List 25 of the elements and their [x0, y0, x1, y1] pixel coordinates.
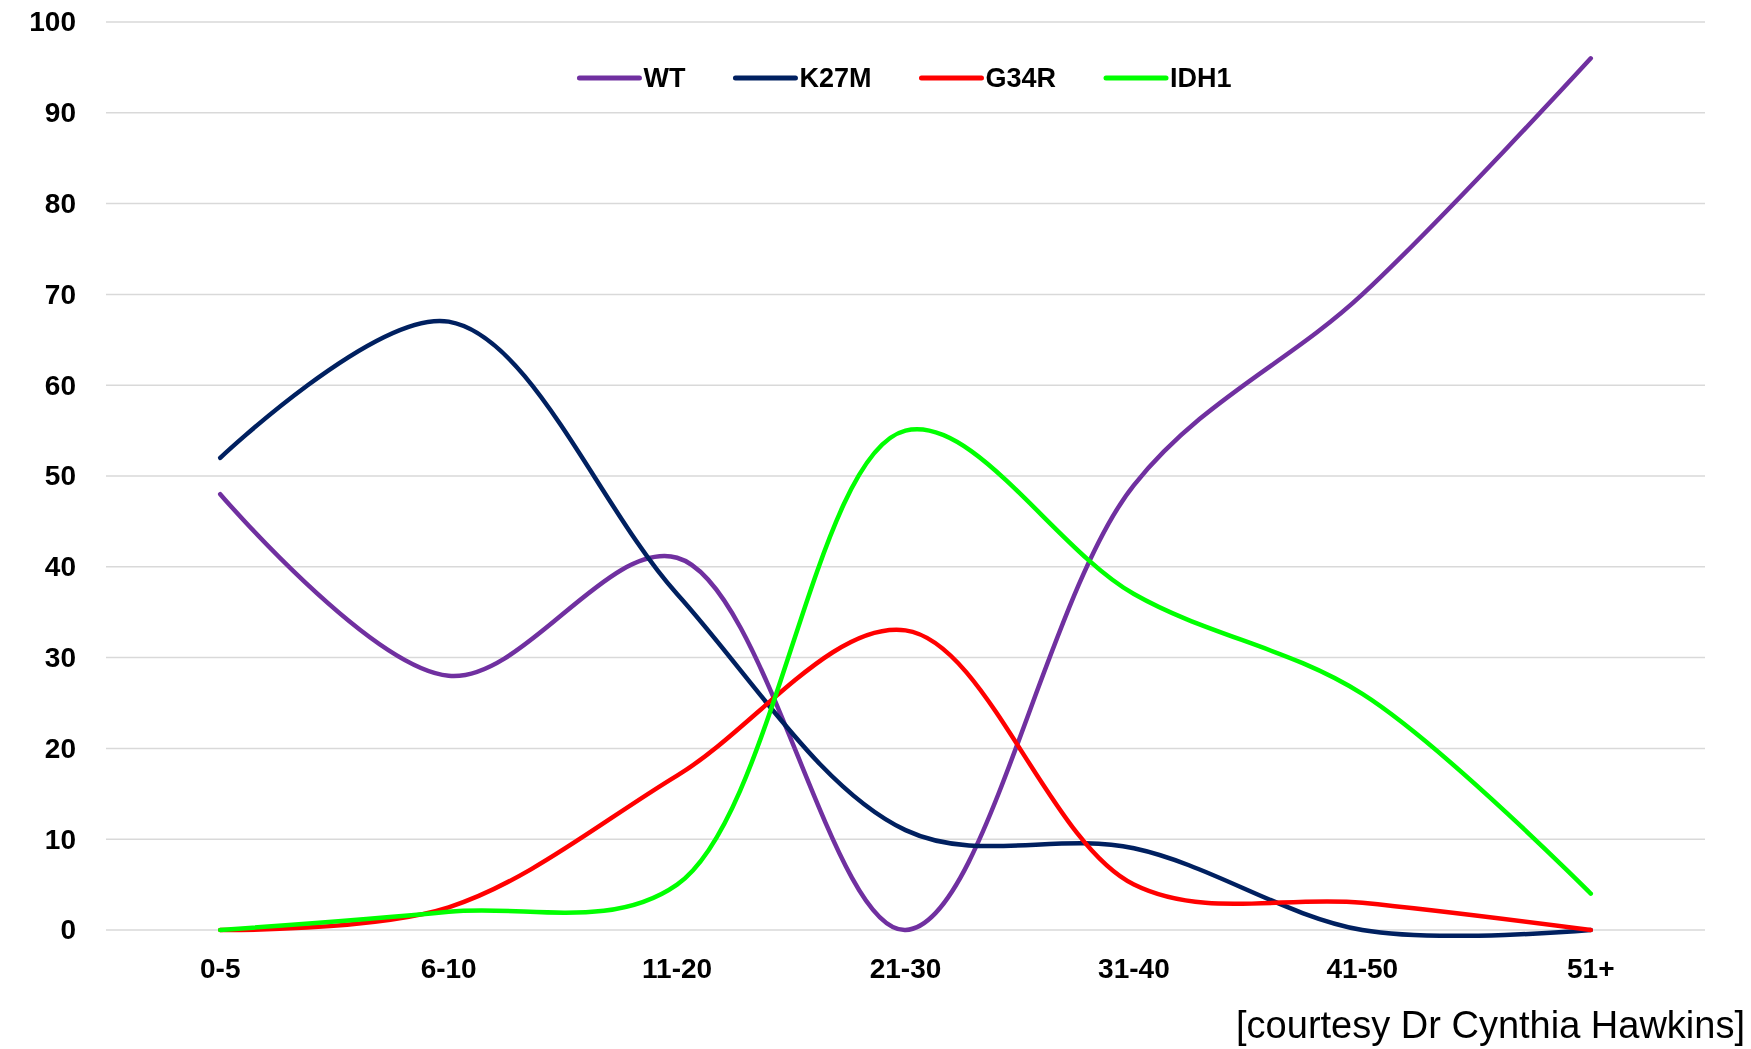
- x-tick-label: 0-5: [199, 952, 241, 984]
- legend-label: WT: [643, 63, 686, 94]
- x-tick-label: 31-40: [1098, 952, 1170, 984]
- line-series: [217, 56, 1594, 933]
- y-tick-label: 60: [44, 369, 76, 401]
- x-tick-label: 6-10: [420, 952, 477, 984]
- y-tick-label: 70: [44, 278, 76, 310]
- x-tick-label: 51+: [1567, 952, 1615, 984]
- y-tick-label: 50: [44, 460, 76, 492]
- text: [courtesy Dr Cynthia Hawkins]: [1236, 1004, 1745, 1046]
- legend-label: K27M: [799, 63, 872, 94]
- y-tick-label: 30: [44, 642, 76, 674]
- line-series: [217, 427, 1594, 933]
- x-tick-label: 21-30: [869, 952, 942, 984]
- y-tick-label: 80: [44, 188, 76, 220]
- y-tick-label: 90: [44, 97, 76, 129]
- y-tick-label: 40: [44, 551, 76, 583]
- y-tick-label: 10: [44, 823, 76, 855]
- y-tick-label: 100: [29, 6, 76, 38]
- legend-label: G34R: [985, 63, 1057, 94]
- x-tick-label: 11-20: [642, 952, 713, 984]
- y-tick-label: 0: [60, 914, 76, 946]
- x-tick-label: 41-50: [1326, 952, 1399, 984]
- y-tick-label: 20: [44, 732, 76, 764]
- legend-label: IDH1: [1170, 63, 1232, 94]
